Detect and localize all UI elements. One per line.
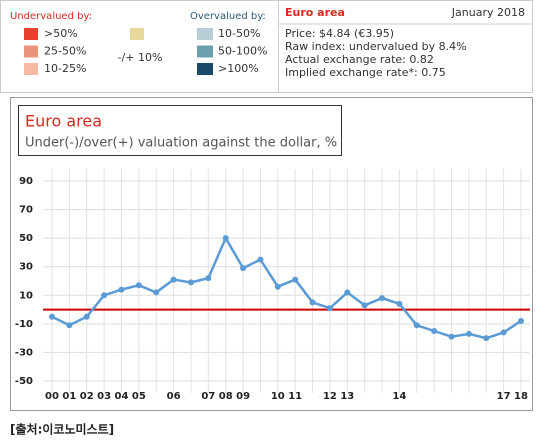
legend-swatch xyxy=(24,63,38,75)
point xyxy=(205,275,212,282)
point xyxy=(101,292,108,299)
point xyxy=(518,318,524,324)
info-line: Raw index: undervalued by 8.4% xyxy=(285,40,467,53)
over-title: Overvalued by: xyxy=(190,11,266,22)
info-line: Implied exchange rate*: 0.75 xyxy=(285,66,446,79)
info-title: Euro area xyxy=(285,6,345,19)
info-line: Price: $4.84 (€3.95) xyxy=(285,27,394,40)
x-tick-label: 04 xyxy=(115,391,129,402)
y-tick-label: 10 xyxy=(19,290,33,301)
point xyxy=(292,276,299,283)
point xyxy=(118,286,125,293)
x-tick-label: 10 xyxy=(271,391,285,402)
line xyxy=(51,235,522,340)
x-tick-label: 17 xyxy=(497,391,511,402)
info-box xyxy=(278,0,533,93)
x-tick-label: 13 xyxy=(340,391,354,402)
y-tick-label: 30 xyxy=(19,262,33,273)
legend-swatch xyxy=(197,63,213,75)
point xyxy=(326,305,333,312)
title-box xyxy=(18,105,342,156)
y-tick-label: 90 xyxy=(19,176,33,187)
legend-swatch xyxy=(197,28,213,40)
x-tick-label: 06 xyxy=(167,391,181,402)
info-line: Actual exchange rate: 0.82 xyxy=(285,53,434,66)
x-tick-label: 11 xyxy=(288,391,302,402)
legend-swatch xyxy=(24,28,38,40)
point xyxy=(431,328,438,334)
legend-swatch xyxy=(24,45,38,58)
x-tick-label: 08 xyxy=(219,391,233,402)
point xyxy=(240,265,247,272)
chart-title: Euro area xyxy=(25,112,102,131)
point xyxy=(500,329,507,336)
legend-label: -/+ 10% xyxy=(118,51,163,64)
x-tick-label: 00 xyxy=(45,391,59,402)
source: [출처:이코노미스트] xyxy=(10,422,114,437)
point xyxy=(135,282,142,289)
x-tick-label: 02 xyxy=(80,391,94,402)
y-tick-label: -30 xyxy=(15,347,33,358)
point xyxy=(448,333,455,340)
point xyxy=(309,299,316,306)
x-tick-label: 07 xyxy=(201,391,215,402)
point xyxy=(379,295,386,302)
point xyxy=(222,235,229,242)
point xyxy=(361,302,368,309)
legend-label: 25-50% xyxy=(44,45,86,58)
legend-label: 10-25% xyxy=(44,62,86,75)
point xyxy=(396,300,403,307)
point xyxy=(465,330,472,337)
x-tick-label: 01 xyxy=(62,391,76,402)
point xyxy=(66,322,73,329)
y-tick-label: -10 xyxy=(15,319,33,330)
legend-label: >50% xyxy=(44,27,78,40)
x-tick-label: 09 xyxy=(236,391,250,402)
y-tick-label: 50 xyxy=(19,233,33,244)
x-tick-label: 14 xyxy=(392,391,406,402)
point xyxy=(49,313,55,320)
point xyxy=(483,335,490,342)
legend-swatch xyxy=(197,45,213,58)
point xyxy=(274,283,281,290)
legend-label: >100% xyxy=(218,62,259,75)
x-tick-label: 03 xyxy=(97,391,111,402)
point xyxy=(344,289,351,296)
legend-label: 10-50% xyxy=(218,27,260,40)
point xyxy=(187,279,194,286)
info-date: January 2018 xyxy=(451,6,525,19)
y-tick-label: 70 xyxy=(19,205,33,216)
legend-label: 50-100% xyxy=(218,45,267,58)
point xyxy=(170,276,177,283)
x-tick-label: 05 xyxy=(132,391,146,402)
chart-subtitle: Under(-)/over(+) valuation against the d… xyxy=(25,136,337,151)
under-title: Undervalued by: xyxy=(10,11,92,22)
legend-box xyxy=(0,0,279,93)
point xyxy=(413,322,420,329)
y-tick-label: -50 xyxy=(15,376,33,387)
point xyxy=(257,256,264,263)
point xyxy=(153,289,160,296)
x-tick-label: 18 xyxy=(514,391,528,402)
legend-swatch xyxy=(130,28,144,40)
point xyxy=(83,313,90,320)
x-tick-label: 12 xyxy=(323,391,337,402)
